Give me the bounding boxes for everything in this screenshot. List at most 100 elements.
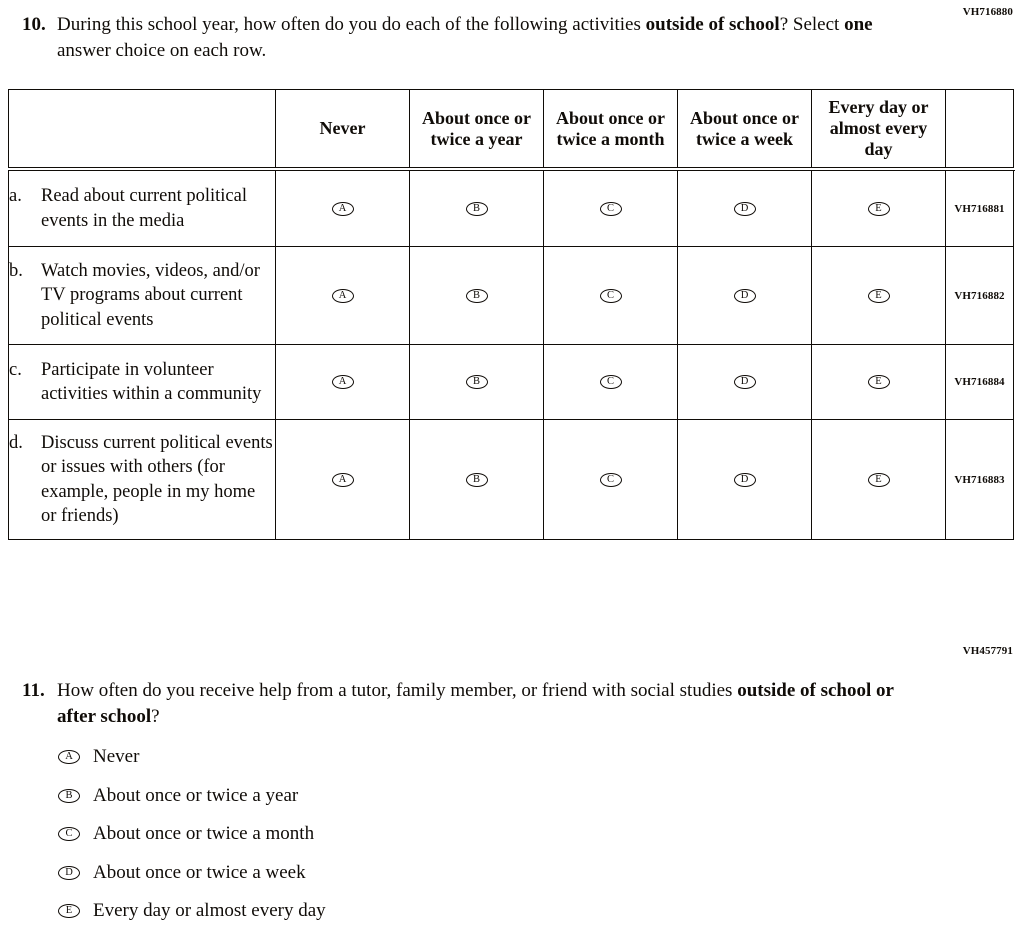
matrix-header-row: Never About once or twice a year About o… bbox=[8, 89, 1015, 172]
option-label-B[interactable]: About once or twice a year bbox=[93, 784, 299, 806]
list-item[interactable]: E Every day or almost every day bbox=[58, 892, 758, 931]
matrix-row-b-label: Watch movies, videos, and/or TV programs… bbox=[41, 260, 260, 330]
matrix-header-once-twice-week: About once or twice a week bbox=[677, 89, 813, 172]
bubble-c-B[interactable]: B bbox=[465, 375, 488, 390]
question-11-text-part2: ? bbox=[151, 706, 160, 727]
bubble-b-C[interactable]: C bbox=[599, 288, 622, 303]
matrix-row-a-option-every-day[interactable]: E bbox=[811, 170, 946, 247]
matrix-row-b-letter: b. bbox=[9, 260, 23, 281]
matrix-header-never: Never bbox=[275, 89, 411, 172]
option-label-E[interactable]: Every day or almost every day bbox=[93, 900, 326, 922]
matrix-row-c-option-month[interactable]: C bbox=[543, 344, 678, 420]
matrix-row-c-option-year[interactable]: B bbox=[409, 344, 544, 420]
matrix-row-b-option-never[interactable]: A bbox=[275, 246, 410, 345]
question-10-bold-one: one bbox=[844, 14, 873, 35]
matrix-row-c-stem: c. Participate in volunteer activities w… bbox=[8, 344, 276, 420]
matrix-row-c-label: Participate in volunteer activities with… bbox=[41, 359, 262, 405]
matrix-header-once-twice-month: About once or twice a month bbox=[543, 89, 679, 172]
option-label-C[interactable]: About once or twice a month bbox=[93, 823, 315, 845]
matrix-row-d-item-id: VH716883 bbox=[945, 419, 1014, 540]
matrix-row-a-stem: a. Read about current political events i… bbox=[8, 170, 276, 247]
bubble-a-A[interactable]: A bbox=[331, 201, 354, 216]
matrix-row-a-option-week[interactable]: D bbox=[677, 170, 812, 247]
matrix-row-c-item-id: VH716884 bbox=[945, 344, 1014, 420]
matrix-row-a-option-month[interactable]: C bbox=[543, 170, 678, 247]
matrix-row-c-option-week[interactable]: D bbox=[677, 344, 812, 420]
matrix-row-b-stem: b. Watch movies, videos, and/or TV progr… bbox=[8, 246, 276, 345]
matrix-row-d-option-month[interactable]: C bbox=[543, 419, 678, 540]
bubble-d-B[interactable]: B bbox=[465, 472, 488, 487]
matrix-header-once-twice-year: About once or twice a year bbox=[409, 89, 545, 172]
question-10-text-part3: answer choice on each row. bbox=[57, 40, 267, 61]
matrix-row-a-letter: a. bbox=[9, 186, 22, 206]
question-10-bold-outside-of-school: outside of school bbox=[645, 14, 780, 35]
bubble-a-D[interactable]: D bbox=[733, 201, 756, 216]
matrix-header-every-day: Every day or almost every day bbox=[811, 89, 947, 172]
bubble-b-B[interactable]: B bbox=[465, 288, 488, 303]
option-label-A[interactable]: Never bbox=[93, 746, 140, 768]
bubble-c-E[interactable]: E bbox=[867, 375, 890, 390]
bubble-c-D[interactable]: D bbox=[733, 375, 756, 390]
matrix-row-a-label: Read about current political events in t… bbox=[41, 186, 247, 231]
question-11-stem: 11. How often do you receive help from a… bbox=[22, 678, 902, 730]
option-bubble-E[interactable]: E bbox=[58, 904, 80, 919]
question-11-bold-outside-or-after-school: outside of school or after school bbox=[57, 680, 894, 727]
question-10-text-part2: ? Select bbox=[779, 14, 845, 35]
matrix-row-b-option-month[interactable]: C bbox=[543, 246, 678, 345]
bubble-d-A[interactable]: A bbox=[331, 472, 354, 487]
matrix-row-c-option-every-day[interactable]: E bbox=[811, 344, 946, 420]
bubble-b-E[interactable]: E bbox=[867, 288, 890, 303]
matrix-row-c-letter: c. bbox=[9, 359, 22, 380]
table-row: b. Watch movies, videos, and/or TV progr… bbox=[8, 246, 1014, 345]
question-10-text-part1: During this school year, how often do yo… bbox=[57, 14, 646, 35]
option-bubble-C[interactable]: C bbox=[58, 827, 80, 842]
table-row: a. Read about current political events i… bbox=[8, 170, 1014, 247]
question-11-text-part1: How often do you receive help from a tut… bbox=[57, 680, 738, 701]
item-id-question-11: VH457791 bbox=[962, 645, 1013, 657]
matrix-header-id-blank bbox=[945, 89, 1015, 172]
bubble-a-E[interactable]: E bbox=[867, 201, 890, 216]
matrix-row-d-stem: d. Discuss current political events or i… bbox=[8, 419, 276, 540]
question-10-matrix-table: Never About once or twice a year About o… bbox=[8, 89, 1015, 540]
bubble-b-D[interactable]: D bbox=[733, 288, 756, 303]
bubble-a-C[interactable]: C bbox=[599, 201, 622, 216]
matrix-row-c-option-never[interactable]: A bbox=[275, 344, 410, 420]
matrix-row-b-option-week[interactable]: D bbox=[677, 246, 812, 345]
option-bubble-A[interactable]: A bbox=[58, 750, 80, 765]
list-item[interactable]: B About once or twice a year bbox=[58, 777, 758, 816]
matrix-row-d-option-week[interactable]: D bbox=[677, 419, 812, 540]
question-11-number: 11. bbox=[22, 680, 45, 701]
matrix-row-d-label: Discuss current political events or issu… bbox=[41, 432, 273, 527]
question-10-number: 10. bbox=[22, 14, 46, 35]
table-row: c. Participate in volunteer activities w… bbox=[8, 344, 1014, 420]
matrix-row-a-option-never[interactable]: A bbox=[275, 170, 410, 247]
question-10-stem: 10. During this school year, how often d… bbox=[22, 12, 922, 64]
table-row: d. Discuss current political events or i… bbox=[8, 419, 1014, 540]
matrix-row-a-option-year[interactable]: B bbox=[409, 170, 544, 247]
question-11-text: How often do you receive help from a tut… bbox=[57, 678, 902, 730]
question-11-options: A Never B About once or twice a year C A… bbox=[58, 738, 758, 931]
matrix-row-b-item-id: VH716882 bbox=[945, 246, 1014, 345]
option-label-D[interactable]: About once or twice a week bbox=[93, 861, 306, 883]
list-item[interactable]: D About once or twice a week bbox=[58, 854, 758, 893]
bubble-c-A[interactable]: A bbox=[331, 375, 354, 390]
matrix-row-d-letter: d. bbox=[9, 432, 23, 453]
option-bubble-B[interactable]: B bbox=[58, 788, 80, 803]
bubble-d-E[interactable]: E bbox=[867, 472, 890, 487]
option-bubble-D[interactable]: D bbox=[58, 865, 80, 880]
question-10-text: During this school year, how often do yo… bbox=[57, 12, 922, 64]
bubble-d-D[interactable]: D bbox=[733, 472, 756, 487]
bubble-c-C[interactable]: C bbox=[599, 375, 622, 390]
matrix-row-b-option-every-day[interactable]: E bbox=[811, 246, 946, 345]
matrix-row-b-option-year[interactable]: B bbox=[409, 246, 544, 345]
list-item[interactable]: C About once or twice a month bbox=[58, 815, 758, 854]
bubble-b-A[interactable]: A bbox=[331, 288, 354, 303]
bubble-d-C[interactable]: C bbox=[599, 472, 622, 487]
matrix-row-d-option-year[interactable]: B bbox=[409, 419, 544, 540]
item-id-question-10: VH716880 bbox=[962, 6, 1013, 18]
matrix-row-d-option-never[interactable]: A bbox=[275, 419, 410, 540]
matrix-row-a-item-id: VH716881 bbox=[945, 170, 1014, 247]
bubble-a-B[interactable]: B bbox=[465, 201, 488, 216]
list-item[interactable]: A Never bbox=[58, 738, 758, 777]
matrix-row-d-option-every-day[interactable]: E bbox=[811, 419, 946, 540]
